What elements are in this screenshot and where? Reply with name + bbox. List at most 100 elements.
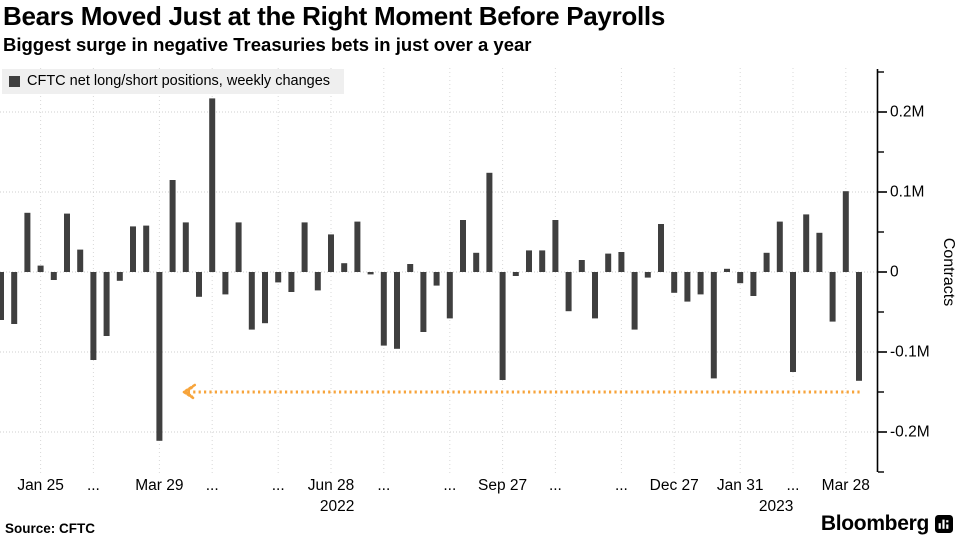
x-tick-label: ...: [787, 477, 800, 494]
bar: [565, 272, 572, 312]
bar: [222, 272, 229, 295]
bar: [288, 272, 295, 292]
bar: [156, 272, 163, 441]
bar: [856, 272, 862, 381]
chart-subtitle: Biggest surge in negative Treasuries bet…: [3, 34, 532, 55]
bar: [539, 250, 546, 272]
x-year-label: 2023: [759, 498, 793, 515]
bar: [578, 260, 585, 272]
bar: [684, 272, 691, 302]
annotation-arrowhead-icon: [184, 386, 194, 398]
bar: [724, 268, 730, 272]
bar: [301, 222, 308, 272]
bar: [77, 249, 84, 272]
legend-swatch-icon: [9, 75, 20, 87]
bar: [248, 272, 255, 330]
bar: [697, 272, 704, 295]
bar: [803, 214, 810, 272]
y-tick-label: -0.2M: [890, 424, 930, 441]
bar: [103, 272, 110, 336]
y-tick-label: 0.2M: [890, 104, 924, 121]
bar: [592, 272, 598, 319]
bar: [473, 252, 480, 272]
x-tick-label: Dec 27: [650, 477, 699, 494]
bar: [750, 272, 757, 296]
x-tick-label: ...: [377, 477, 390, 494]
x-tick-label: Jun 28: [308, 477, 355, 494]
legend: CFTC net long/short positions, weekly ch…: [2, 69, 345, 94]
bar: [11, 272, 18, 324]
bar: [644, 272, 651, 278]
source-note: Source: CFTC: [5, 521, 96, 536]
bar: [816, 232, 823, 272]
bar: [526, 250, 532, 272]
bar: [37, 265, 44, 272]
brand-name: Bloomberg: [820, 512, 929, 535]
bar: [460, 220, 466, 272]
bar: [380, 272, 387, 346]
bar: [262, 272, 268, 324]
x-tick-label: Mar 28: [822, 477, 870, 494]
x-tick-label: Jan 25: [17, 477, 64, 494]
x-tick-label: ...: [549, 477, 562, 494]
bar: [658, 224, 664, 272]
bar: [116, 272, 123, 281]
bar: [328, 234, 334, 272]
bar: [235, 222, 242, 272]
bar: [367, 272, 374, 275]
bar: [90, 272, 97, 360]
bar: [512, 272, 519, 276]
bar-chart: 0.2M 0.1M 0 -0.1M -0.2M Contracts Jan 25... Mar…: [0, 68, 957, 515]
bar: [737, 272, 744, 284]
bar: [209, 98, 216, 273]
bar: [420, 272, 427, 332]
x-tick-label: Sep 27: [478, 477, 527, 494]
bar: [618, 252, 625, 272]
bar: [354, 221, 361, 272]
bar: [842, 191, 849, 272]
x-year-label: 2022: [320, 498, 354, 515]
legend-label: CFTC net long/short positions, weekly ch…: [27, 73, 331, 89]
bar: [552, 220, 559, 272]
x-tick-label: Mar 29: [135, 477, 183, 494]
y-tick-label: -0.1M: [890, 344, 930, 361]
x-tick-label: ...: [206, 477, 219, 494]
bar: [790, 272, 796, 372]
bar: [24, 212, 31, 272]
x-tick-label: Jan 31: [717, 477, 764, 494]
x-tick-label: ...: [87, 477, 100, 494]
x-tick-label: ...: [615, 477, 628, 494]
bar: [341, 263, 348, 272]
bar: [605, 253, 612, 272]
bar: [169, 180, 176, 272]
bar: [829, 272, 836, 322]
bar: [143, 225, 150, 272]
bar: [763, 252, 770, 272]
y-axis-title: Contracts: [940, 238, 957, 306]
bar: [196, 272, 202, 297]
y-tick-label: 0: [890, 264, 899, 281]
bar: [50, 272, 57, 280]
bar: [394, 272, 400, 349]
bar: [0, 272, 4, 320]
bar: [499, 272, 506, 380]
y-tick-label: 0.1M: [890, 184, 924, 201]
bloomberg-terminal-icon: [935, 515, 953, 533]
bar: [314, 272, 321, 291]
bar: [710, 272, 717, 379]
chart-title: Bears Moved Just at the Right Moment Bef…: [3, 1, 665, 31]
bar: [776, 221, 783, 272]
bar: [433, 272, 440, 286]
bar: [407, 264, 414, 272]
bar: [64, 213, 70, 272]
bar: [631, 272, 638, 330]
bar: [182, 222, 189, 272]
bar: [486, 172, 493, 272]
bar: [671, 272, 678, 293]
x-tick-label: ...: [272, 477, 285, 494]
bar: [275, 272, 282, 283]
brand: Bloomberg: [821, 512, 953, 536]
x-tick-label: ...: [443, 477, 456, 494]
bar: [446, 272, 453, 319]
